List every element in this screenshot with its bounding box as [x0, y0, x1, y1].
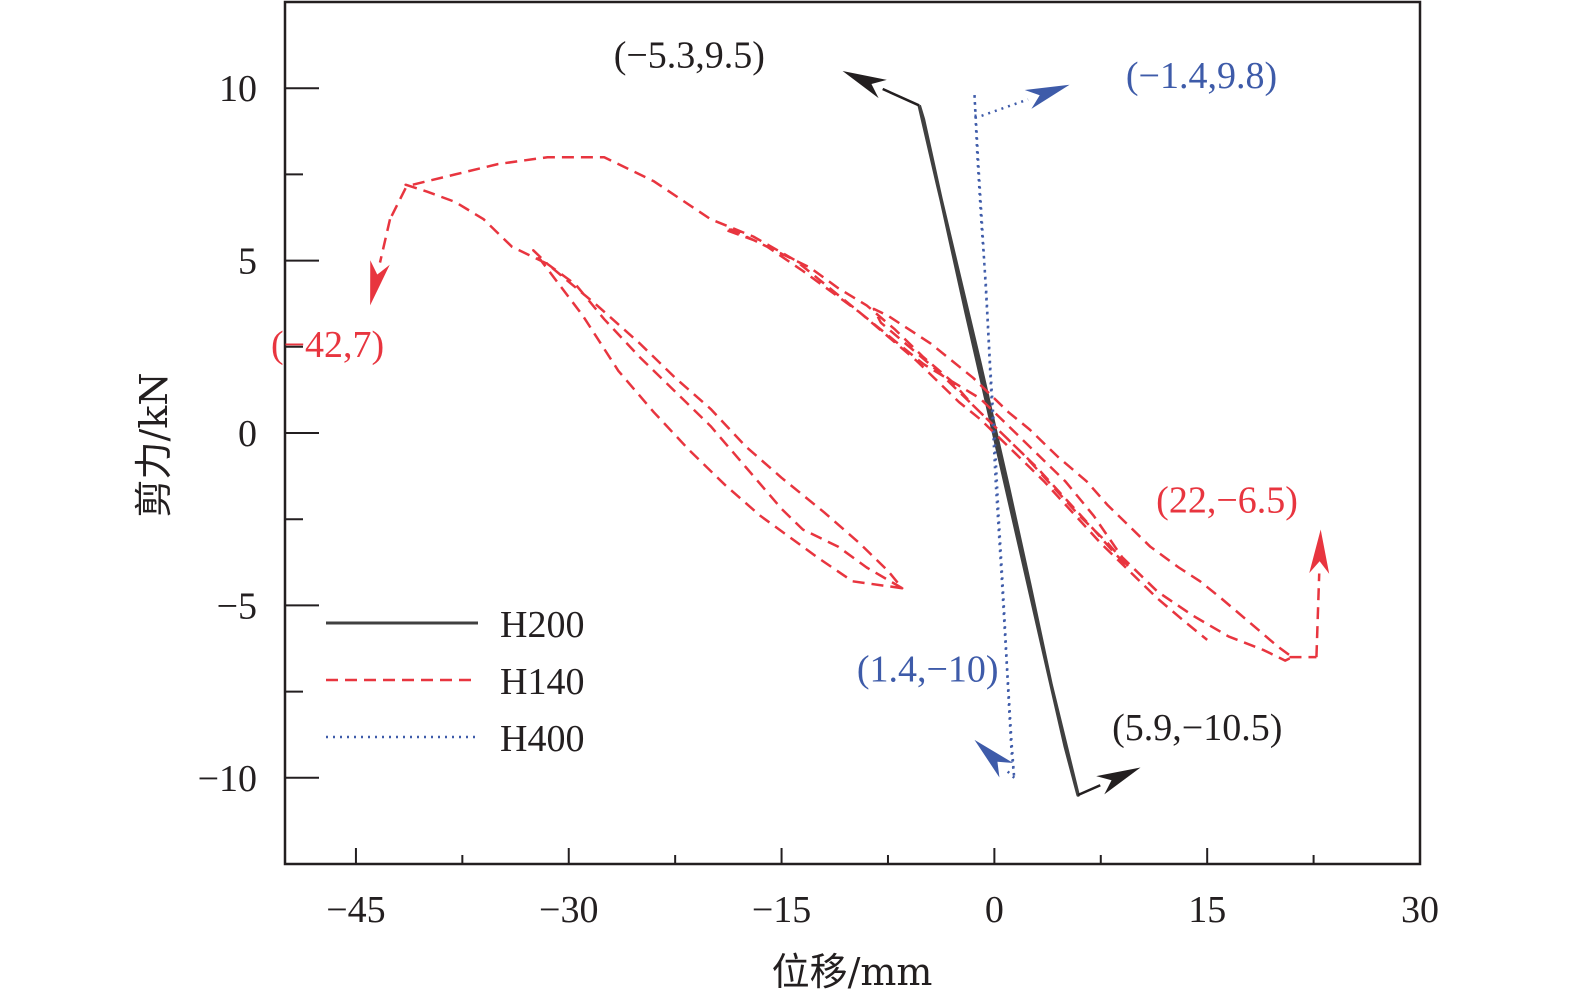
arrow-head [974, 739, 1014, 778]
annotation-label: (5.9,−10.5) [1112, 707, 1282, 749]
y-tick-label: −10 [198, 758, 257, 800]
series-lines [404, 95, 1294, 797]
y-tick-label: 10 [219, 68, 257, 110]
arrow-shaft [1315, 573, 1321, 658]
annotation-arrows [370, 70, 1330, 797]
annotation-label: (22,−6.5) [1156, 479, 1298, 521]
arrow-head [1024, 84, 1070, 109]
axis-ticks: −45 −30 −15 0 15 30 −10 −5 0 5 10 [198, 68, 1439, 931]
x-tick-label: −15 [752, 889, 811, 931]
annotation-label: (1.4,−10) [857, 648, 999, 690]
arrow-head [1309, 529, 1330, 574]
series-line-h140 [404, 155, 1294, 662]
x-tick-label: 15 [1188, 889, 1226, 931]
x-tick-label: 0 [985, 889, 1004, 931]
series-line-h200 [917, 104, 1080, 797]
annotation-label: (−42,7) [271, 324, 384, 366]
x-tick-label: −45 [326, 889, 385, 931]
arrow-head [1096, 767, 1141, 795]
arrow-shaft [1077, 784, 1101, 797]
y-axis-title: 剪力/kN [132, 372, 176, 517]
series-line-h400 [973, 95, 1016, 780]
legend: H200 H140 H400 [326, 604, 584, 760]
y-tick-label: 5 [238, 241, 257, 283]
arrow-head [370, 260, 390, 306]
arrow-shaft [882, 87, 920, 107]
legend-label-h200: H200 [500, 604, 584, 646]
y-tick-label: 0 [238, 413, 257, 455]
arrow-shaft [981, 98, 1029, 117]
x-axis-title: 位移/mm [772, 950, 933, 994]
y-tick-label: −5 [217, 585, 257, 627]
arrow-connector [388, 187, 407, 220]
legend-label-h400: H400 [500, 718, 584, 760]
legend-label-h140: H140 [500, 661, 584, 703]
annotations: (−5.3,9.5) (−1.4,9.8) (−42,7) (22,−6.5) (1.4… [271, 35, 1298, 749]
arrow-shaft [1005, 769, 1016, 779]
x-tick-label: 30 [1401, 889, 1439, 931]
annotation-label: (−1.4,9.8) [1126, 55, 1277, 97]
annotation-label: (−5.3,9.5) [614, 35, 765, 77]
arrow-head [842, 70, 887, 99]
arrow-shaft [378, 218, 392, 263]
x-tick-label: −30 [539, 889, 598, 931]
